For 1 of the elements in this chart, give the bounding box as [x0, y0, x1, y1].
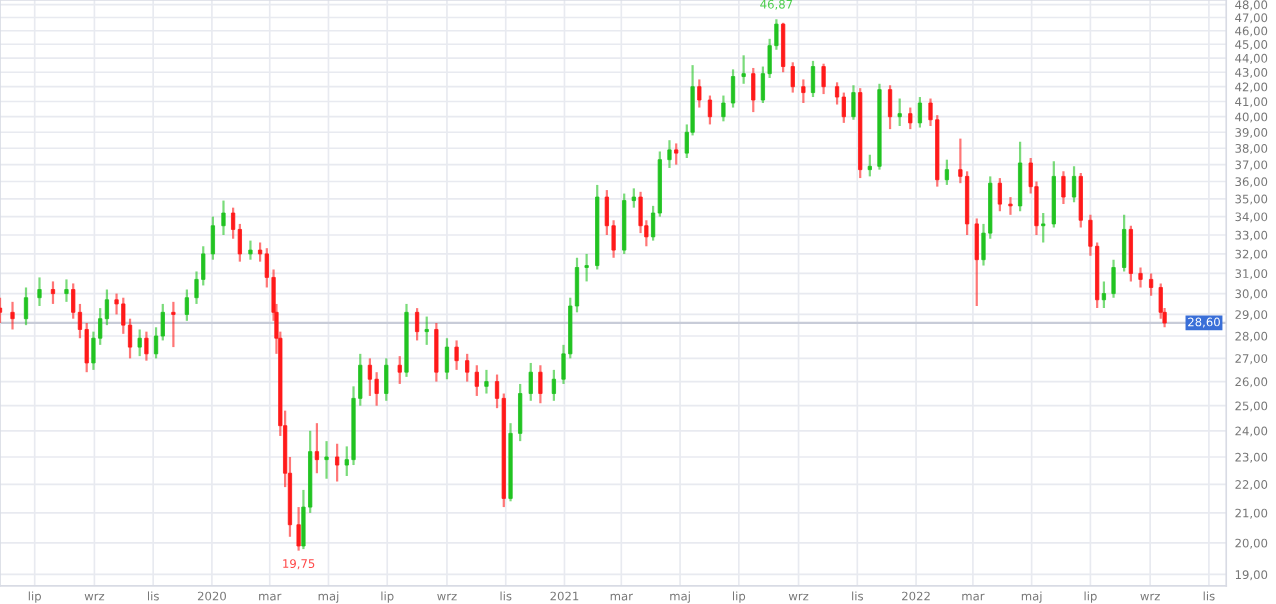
- candlestick: [1008, 195, 1013, 216]
